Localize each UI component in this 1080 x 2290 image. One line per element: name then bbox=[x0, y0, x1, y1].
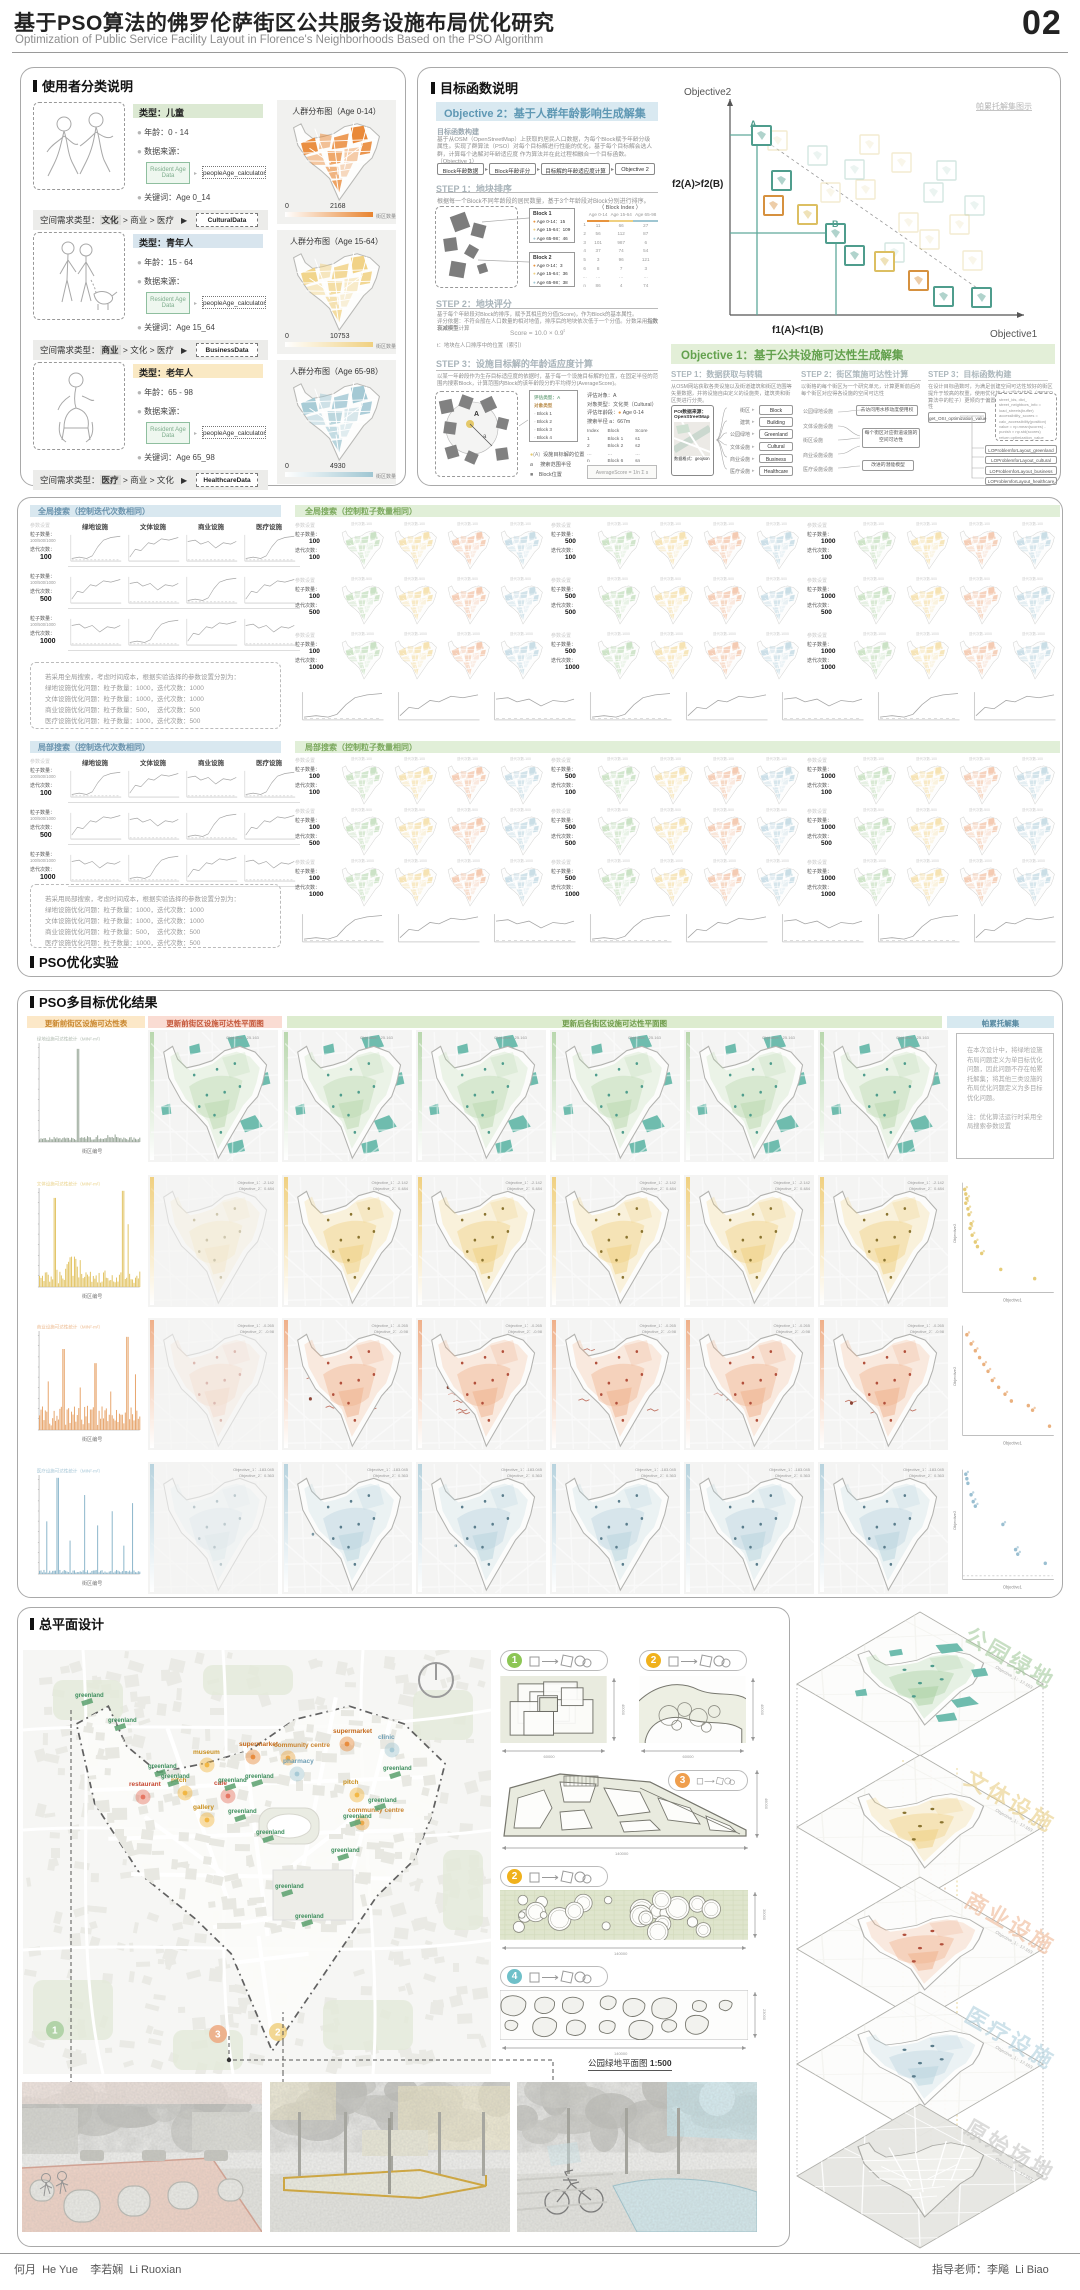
svg-text:pitch: pitch bbox=[343, 1779, 359, 1786]
svg-text:pitch: pitch bbox=[171, 1777, 187, 1784]
svg-text:greenland: greenland bbox=[275, 1884, 304, 1890]
svg-text:f1(A)<f1(B): f1(A)<f1(B) bbox=[772, 325, 823, 336]
svg-text:1: 1 bbox=[52, 2026, 58, 2037]
svg-text:Objective2: Objective2 bbox=[952, 1224, 957, 1243]
svg-text:街区编号: 街区编号 bbox=[82, 1148, 102, 1155]
svg-text:pharmacy: pharmacy bbox=[283, 1758, 314, 1765]
svg-text:Objective1: Objective1 bbox=[990, 329, 1038, 340]
svg-text:gallery: gallery bbox=[193, 1804, 214, 1811]
svg-text:greenland: greenland bbox=[295, 1914, 324, 1920]
svg-text:商业设施可达性统计（MIN²·m²）: 商业设施可达性统计（MIN²·m²） bbox=[37, 1324, 103, 1331]
svg-text:Objective2: Objective2 bbox=[684, 87, 732, 98]
svg-text:Objective2: Objective2 bbox=[952, 1511, 957, 1530]
svg-text:cafe: cafe bbox=[214, 1780, 227, 1787]
svg-text:街区编号: 街区编号 bbox=[82, 1580, 102, 1587]
svg-text:greenland: greenland bbox=[383, 1766, 412, 1772]
svg-text:Objective1: Objective1 bbox=[1003, 1297, 1023, 1302]
svg-text:2: 2 bbox=[275, 2028, 281, 2039]
svg-text:community centre: community centre bbox=[274, 1742, 330, 1749]
svg-text:街区编号: 街区编号 bbox=[82, 1436, 102, 1443]
svg-text:greenland: greenland bbox=[108, 1718, 137, 1724]
svg-text:f2(A)>f2(B): f2(A)>f2(B) bbox=[672, 179, 723, 190]
svg-text:museum: museum bbox=[193, 1749, 220, 1756]
svg-text:绿地设施可达性统计（MIN²·m²）: 绿地设施可达性统计（MIN²·m²） bbox=[37, 1036, 103, 1043]
svg-text:clinic: clinic bbox=[378, 1734, 395, 1741]
svg-text:greenland: greenland bbox=[228, 1809, 257, 1815]
svg-text:3: 3 bbox=[215, 2030, 221, 2041]
svg-text:Objective2: Objective2 bbox=[952, 1367, 957, 1386]
svg-text:greenland: greenland bbox=[148, 1764, 177, 1770]
svg-text:B: B bbox=[832, 219, 839, 229]
svg-text:greenland: greenland bbox=[218, 1778, 247, 1784]
svg-text:greenland: greenland bbox=[343, 1814, 372, 1820]
svg-text:Objective1: Objective1 bbox=[1003, 1584, 1023, 1589]
svg-text:greenland: greenland bbox=[161, 1774, 190, 1780]
svg-text:文体设施可达性统计（MIN²·m²）: 文体设施可达性统计（MIN²·m²） bbox=[37, 1181, 103, 1188]
svg-text:restaurant: restaurant bbox=[129, 1781, 162, 1788]
svg-text:医疗设施可达性统计（MIN²·m²）: 医疗设施可达性统计（MIN²·m²） bbox=[37, 1468, 103, 1475]
svg-text:Objective1: Objective1 bbox=[1003, 1440, 1023, 1445]
svg-text:supermarket: supermarket bbox=[333, 1728, 373, 1735]
svg-text:A: A bbox=[750, 119, 757, 129]
svg-text:greenland: greenland bbox=[75, 1693, 104, 1699]
svg-text:greenland: greenland bbox=[368, 1798, 397, 1804]
svg-text:a: a bbox=[483, 434, 487, 440]
svg-text:街区编号: 街区编号 bbox=[82, 1293, 102, 1300]
svg-text:A: A bbox=[474, 411, 479, 418]
svg-text:greenland: greenland bbox=[331, 1848, 360, 1854]
svg-text:greenland: greenland bbox=[256, 1830, 285, 1836]
svg-text:帕累托解集图示: 帕累托解集图示 bbox=[976, 101, 1032, 111]
svg-text:supermarket: supermarket bbox=[239, 1741, 279, 1748]
svg-text:greenland: greenland bbox=[245, 1774, 274, 1780]
